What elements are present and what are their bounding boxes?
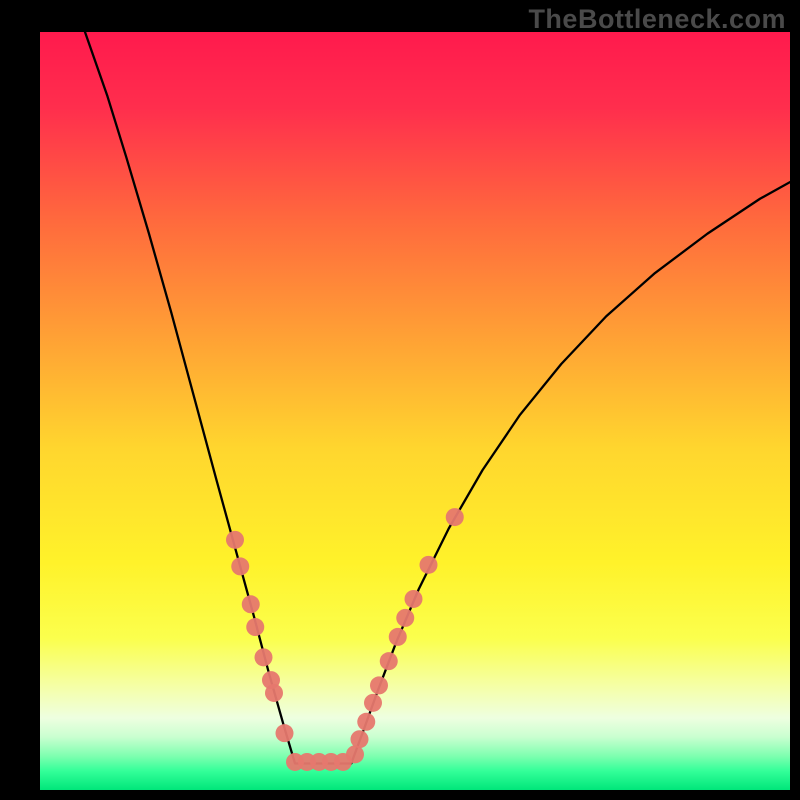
plot-area: [40, 32, 790, 790]
chart-root: TheBottleneck.com: [0, 0, 800, 800]
data-marker: [364, 694, 382, 712]
data-marker: [351, 730, 369, 748]
data-marker: [231, 557, 249, 575]
data-marker: [357, 713, 375, 731]
data-marker: [242, 595, 260, 613]
watermark-label: TheBottleneck.com: [528, 4, 786, 35]
data-marker: [389, 628, 407, 646]
data-marker: [226, 531, 244, 549]
data-marker: [405, 590, 423, 608]
plot-svg: [40, 32, 790, 790]
bottleneck-curve: [85, 32, 790, 763]
data-marker: [265, 684, 283, 702]
data-marker: [255, 648, 273, 666]
data-marker: [396, 609, 414, 627]
data-marker: [276, 724, 294, 742]
data-marker: [370, 676, 388, 694]
data-marker: [346, 745, 364, 763]
data-marker: [246, 618, 264, 636]
data-marker: [446, 508, 464, 526]
data-marker: [420, 556, 438, 574]
data-marker: [380, 652, 398, 670]
